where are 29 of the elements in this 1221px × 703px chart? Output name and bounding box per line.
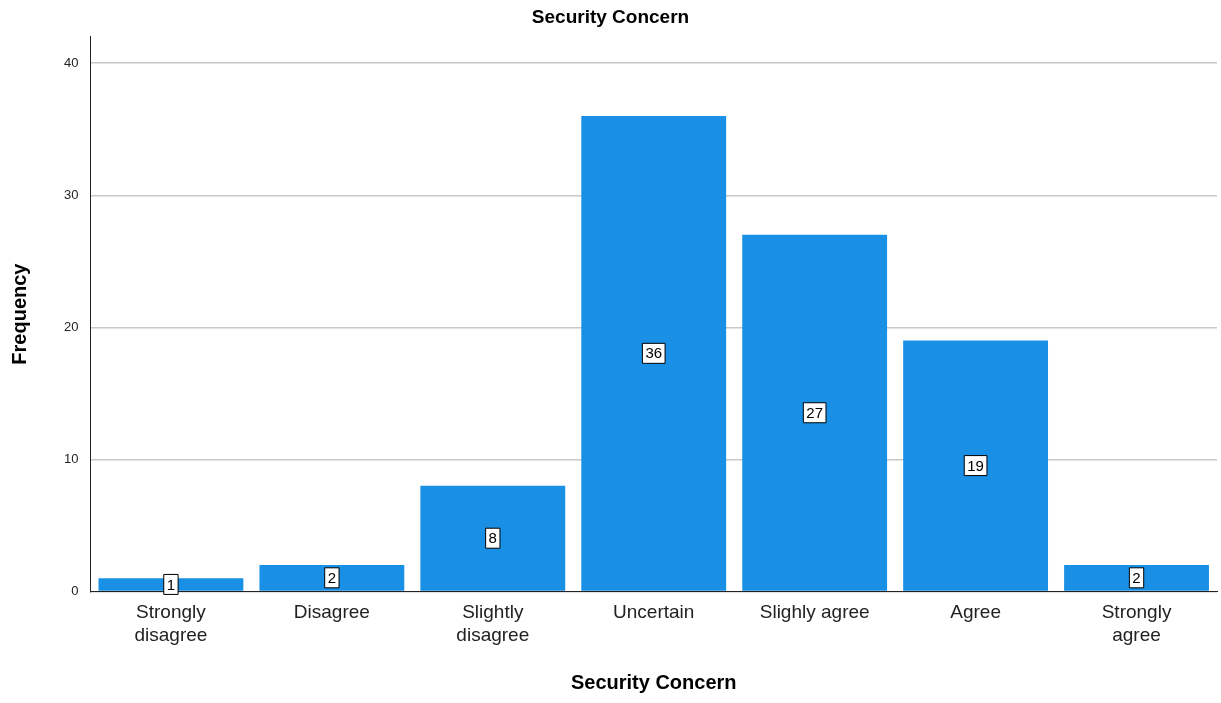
- bar: [259, 564, 405, 591]
- data-label: 1: [166, 575, 176, 593]
- data-label: 2: [1132, 568, 1141, 586]
- x-tick-label: Slightly disagree: [456, 601, 530, 645]
- x-tick-label: Slighly agree: [759, 601, 870, 623]
- y-tick-label: 40: [63, 54, 79, 70]
- y-tick-label: 0: [71, 582, 79, 598]
- chart-title: Security Concern: [531, 5, 690, 27]
- bar: [742, 234, 888, 591]
- x-tick-label: Strongly disagree: [134, 601, 208, 645]
- y-axis-title: Frequency: [7, 262, 30, 365]
- x-tick-label: Uncertain: [613, 601, 695, 623]
- bar: [98, 578, 244, 591]
- bar: [420, 485, 566, 591]
- x-tick-label: Disagree: [293, 601, 370, 623]
- bar: [1064, 564, 1209, 591]
- x-axis-title: Security Concern: [570, 670, 737, 693]
- y-tick-label: 30: [63, 186, 79, 202]
- data-label: 19: [967, 456, 984, 474]
- data-label: 27: [806, 403, 824, 421]
- bar: [581, 116, 727, 591]
- y-tick-label: 20: [63, 318, 79, 334]
- data-label: 36: [645, 344, 663, 362]
- data-label: 2: [327, 568, 337, 586]
- y-tick-label: 10: [63, 450, 79, 466]
- x-tick-label: Strongly agree: [1101, 601, 1172, 645]
- x-tick-label: Agree: [950, 601, 1001, 623]
- bar: [903, 340, 1049, 591]
- data-label: 8: [488, 529, 497, 547]
